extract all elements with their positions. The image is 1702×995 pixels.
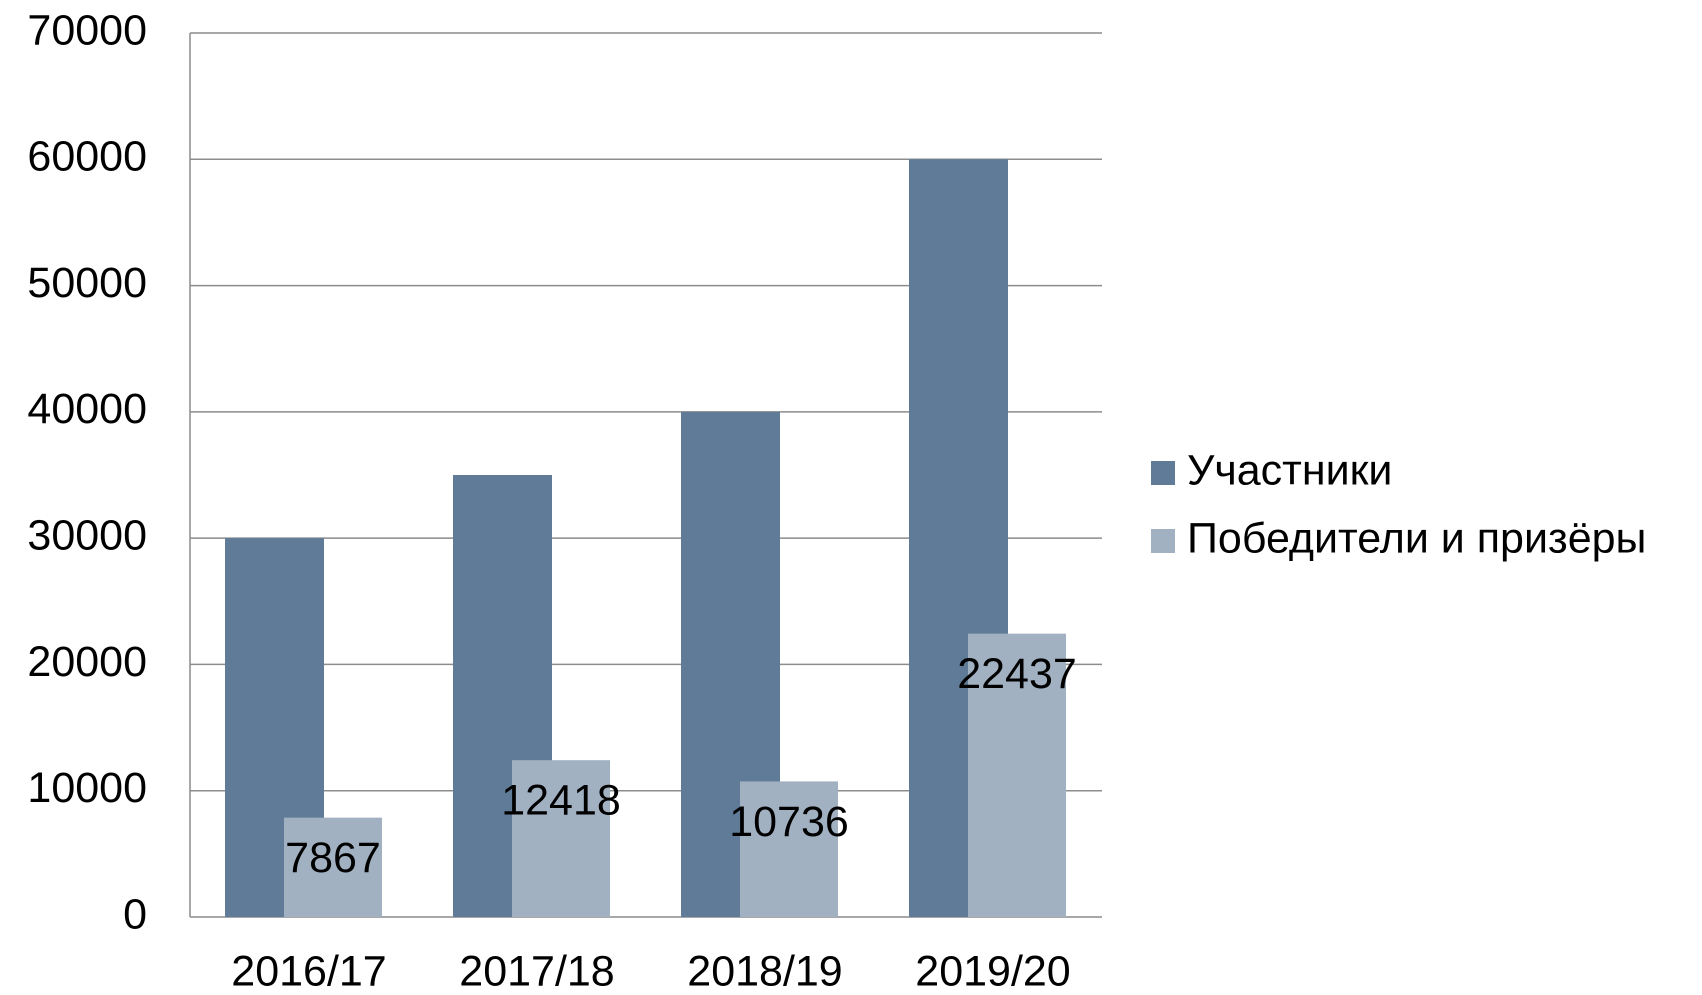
y-tick-label: 30000 xyxy=(27,512,147,560)
legend-swatch xyxy=(1151,461,1175,485)
bar xyxy=(968,633,1066,917)
bar xyxy=(512,760,610,917)
y-tick-label: 10000 xyxy=(27,764,147,812)
bar xyxy=(740,781,838,917)
data-label: 7867 xyxy=(285,834,381,882)
x-tick-label: 2018/19 xyxy=(687,947,842,995)
bar xyxy=(284,817,382,917)
legend-swatch xyxy=(1151,529,1175,553)
y-tick-label: 60000 xyxy=(27,133,147,181)
x-tick-label: 2016/17 xyxy=(231,947,386,995)
data-label: 10736 xyxy=(729,798,849,846)
y-tick-label: 40000 xyxy=(27,385,147,433)
data-label: 22437 xyxy=(957,650,1077,698)
data-label: 12418 xyxy=(501,777,621,825)
y-tick-label: 0 xyxy=(123,890,147,938)
x-tick-label: 2017/18 xyxy=(459,947,614,995)
x-tick-label: 2019/20 xyxy=(915,947,1070,995)
y-tick-label: 50000 xyxy=(27,259,147,307)
y-tick-label: 20000 xyxy=(27,638,147,686)
legend-label: Победители и призёры xyxy=(1187,514,1646,562)
y-tick-label: 70000 xyxy=(27,6,147,54)
legend-label: Участники xyxy=(1187,446,1392,494)
